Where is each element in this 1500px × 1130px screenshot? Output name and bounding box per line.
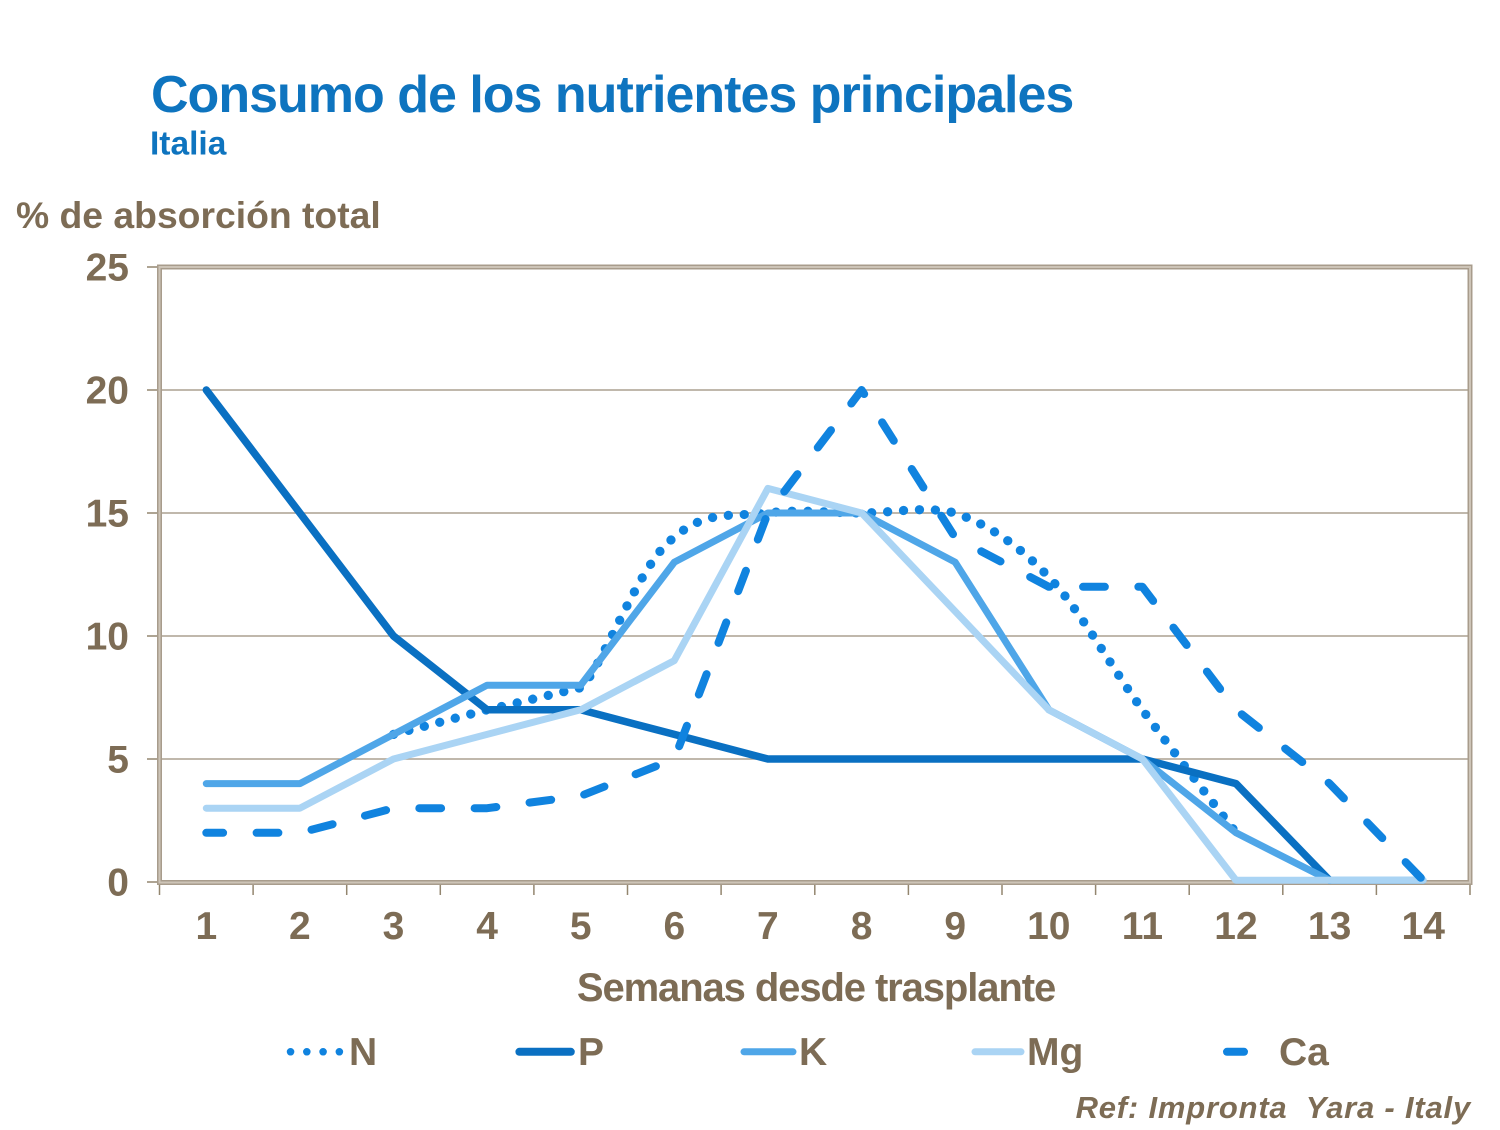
svg-text:1: 1 [195,905,217,948]
svg-text:Mg: Mg [1027,1031,1083,1074]
svg-text:8: 8 [851,905,873,948]
svg-text:P: P [578,1031,604,1074]
svg-text:5: 5 [570,905,592,948]
svg-text:Semanas desde trasplante: Semanas desde trasplante [577,966,1055,1010]
svg-text:7: 7 [757,905,779,948]
svg-text:Italia: Italia [150,126,227,163]
svg-text:3: 3 [383,905,405,948]
svg-text:6: 6 [663,905,685,948]
svg-text:11: 11 [1122,905,1163,948]
svg-text:20: 20 [86,370,129,413]
svg-text:Ref: Impronta Yara - Italy: Ref: Impronta Yara - Italy [1076,1090,1472,1125]
svg-text:13: 13 [1308,905,1351,948]
svg-text:N: N [349,1031,377,1074]
svg-text:9: 9 [944,905,966,948]
svg-text:15: 15 [86,493,129,536]
svg-text:5: 5 [107,739,129,782]
svg-text:10: 10 [1027,905,1070,948]
svg-text:Ca: Ca [1279,1031,1329,1074]
svg-text:Consumo de los nutrientes prin: Consumo de los nutrientes principales [151,66,1073,124]
svg-text:4: 4 [476,905,498,948]
svg-text:0: 0 [107,862,129,905]
svg-text:25: 25 [86,247,129,290]
svg-text:K: K [799,1031,827,1074]
svg-text:% de absorción total: % de absorción total [16,194,381,236]
svg-text:10: 10 [86,616,129,659]
svg-text:2: 2 [289,905,311,948]
svg-text:12: 12 [1214,905,1257,948]
svg-text:14: 14 [1402,905,1446,948]
